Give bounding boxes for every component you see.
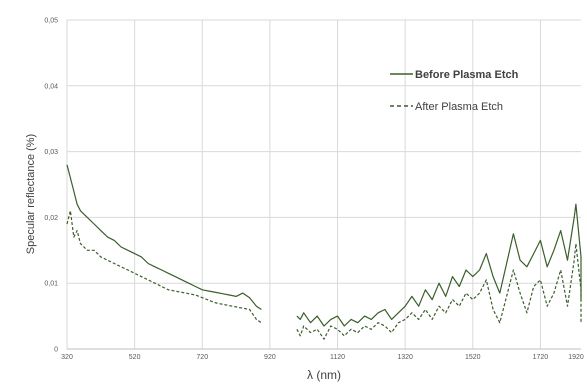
x-tick-label: 1120 [330,354,345,361]
x-tick-label: 1920 [568,354,584,361]
x-tick-label: 320 [61,354,73,361]
legend-label-after: After Plasma Etch [415,101,503,113]
x-axis-title: λ (nm) [307,368,341,382]
before-plasma-etch-line [296,203,582,327]
x-tick-label: 1720 [533,354,549,361]
x-tick-label: 1520 [465,354,481,361]
y-tick-label: 0,04 [44,83,58,90]
y-axis-title: Specular reflectance (%) [25,134,37,254]
x-tick-label: 520 [129,354,141,361]
y-tick-label: 0 [54,347,58,354]
x-tick-label: 720 [196,354,208,361]
legend-label-before: Before Plasma Etch [415,69,519,81]
before-plasma-etch-line [66,164,262,311]
series-group [66,164,582,340]
x-tick-label: 920 [264,354,276,361]
grid [66,19,581,350]
y-tick-label: 0,02 [44,215,58,222]
y-tick-label: 0,05 [44,18,58,25]
x-tick-label: 1320 [397,354,413,361]
tick-labels: 0 0,01 0,02 0,03 0,04 0,05 320 520 720 920 1120 132… [44,18,584,362]
y-tick-label: 0,01 [44,281,58,288]
legend: Before Plasma Etch After Plasma Etch [390,69,519,113]
y-tick-label: 0,03 [44,149,58,156]
after-plasma-etch-line [66,210,262,324]
